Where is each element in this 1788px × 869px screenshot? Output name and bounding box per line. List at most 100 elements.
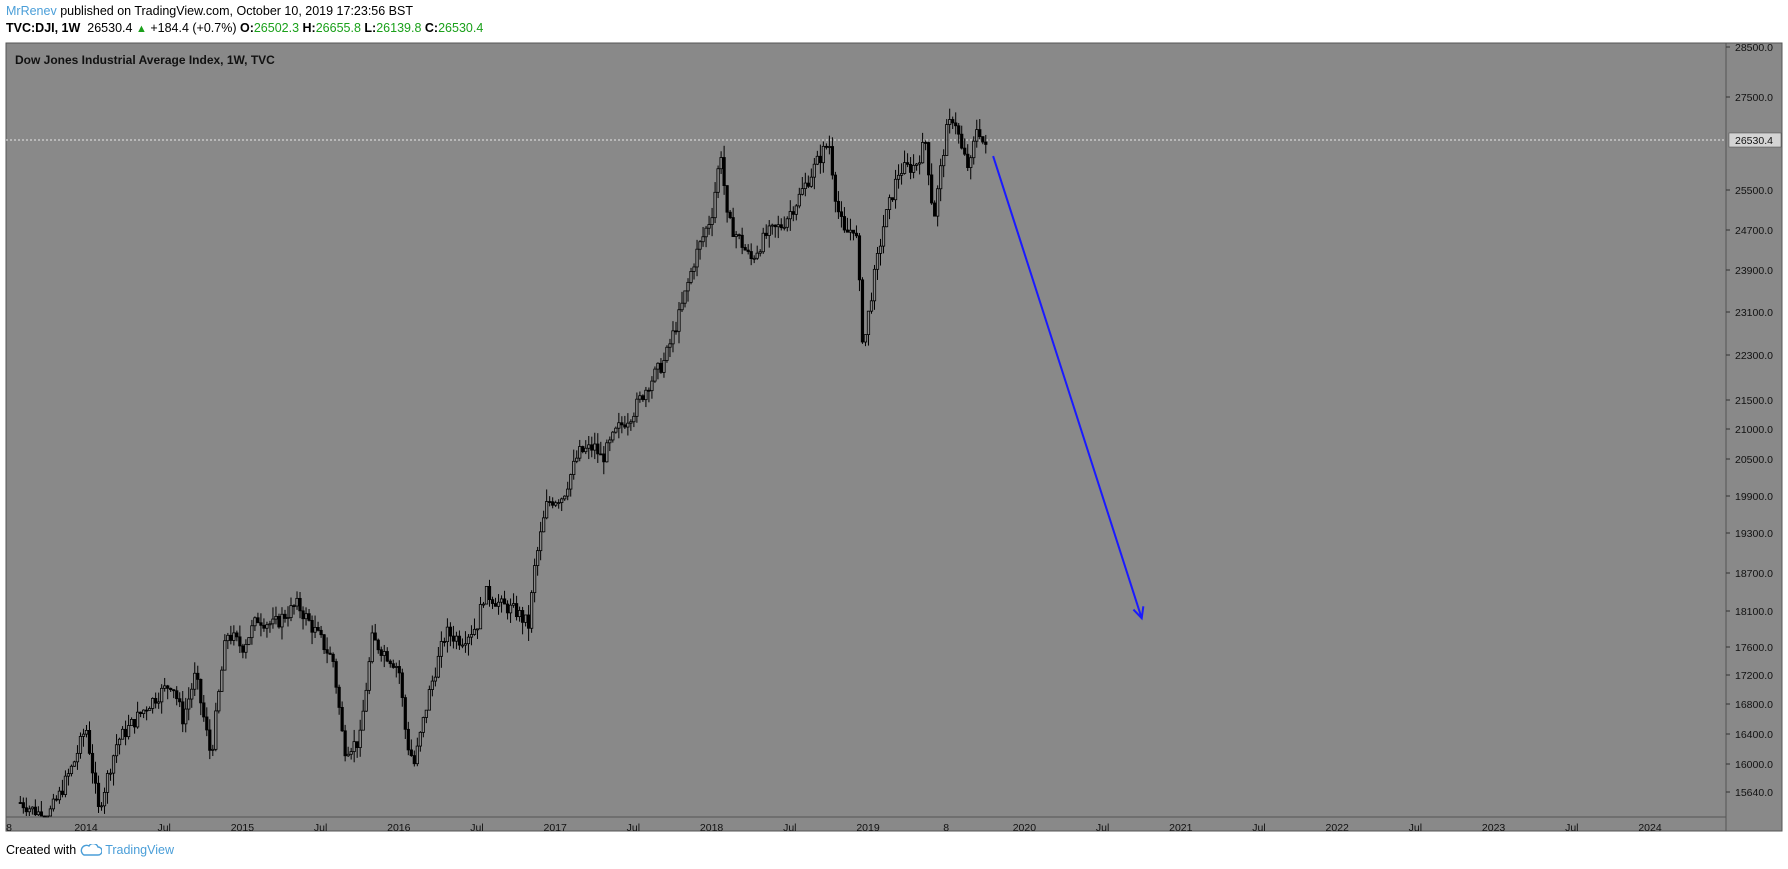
candle-body-up: [45, 815, 49, 818]
candle-body-down: [229, 634, 233, 641]
candle-body-up: [863, 334, 868, 343]
x-tick-label: 2015: [231, 822, 255, 834]
x-tick-label: 2024: [1638, 822, 1662, 834]
candle-body-up: [668, 343, 672, 348]
candle-body-up: [698, 241, 702, 250]
x-tick-label: 2019: [856, 822, 880, 834]
price-axis[interactable]: [1725, 42, 1783, 832]
y-tick-label: 17200.0: [1735, 670, 1773, 682]
candle-body-down: [139, 711, 143, 715]
candle-body-up: [460, 644, 465, 647]
y-tick-label: 19300.0: [1735, 528, 1773, 540]
candle-body-up: [286, 617, 290, 619]
candle-body-down: [340, 707, 344, 732]
candle-body-up: [617, 422, 621, 429]
x-tick-label: 8: [6, 822, 12, 834]
candle-body-down: [514, 603, 519, 618]
drawing-arrow[interactable]: [992, 155, 1145, 621]
candle-body-up: [129, 719, 134, 726]
candle-body-up: [803, 182, 807, 190]
candle-body-down: [731, 217, 735, 238]
candle-body-up: [902, 162, 907, 174]
candle-body-up: [304, 613, 308, 620]
candle-body-up: [614, 427, 618, 433]
author-link[interactable]: MrRenev: [6, 4, 57, 18]
candle-body-up: [157, 701, 161, 704]
candle-body-up: [945, 124, 949, 156]
candle-body-up: [872, 268, 877, 302]
candle-body-down: [96, 782, 101, 807]
candle-body-up: [713, 191, 717, 219]
low-label: L:: [364, 21, 377, 35]
x-tick-label: 2014: [74, 822, 98, 834]
candle-body-up: [539, 531, 543, 552]
candle-body-down: [905, 162, 910, 165]
candle-body-up: [142, 709, 146, 715]
x-tick-label: Jul: [1565, 822, 1578, 834]
y-tick-label: 15640.0: [1735, 787, 1773, 799]
candle-body-up: [36, 811, 40, 816]
last-price: 26530.4: [87, 21, 133, 35]
candle-body-down: [154, 697, 158, 704]
candle-body-down: [199, 678, 203, 704]
candle-body-down: [933, 202, 937, 217]
candle-body-up: [469, 634, 474, 638]
candle-body-up: [27, 808, 31, 813]
candle-body-up: [653, 368, 657, 382]
candle-body-down: [857, 235, 862, 281]
current-price-label: 26530.4: [1735, 135, 1773, 147]
candle-body-up: [220, 669, 224, 692]
candle-body-up: [632, 415, 636, 423]
candle-body-up: [887, 197, 892, 211]
publish-info: MrRenev published on TradingView.com, Oc…: [6, 4, 413, 18]
candle-body-down: [836, 200, 841, 213]
candle-body-up: [111, 755, 116, 774]
candle-body-down: [451, 635, 456, 642]
candle-body-down: [235, 632, 239, 638]
y-tick-label: 20500.0: [1735, 454, 1773, 466]
candle-body-up: [975, 129, 979, 142]
candle-body-down: [391, 663, 395, 668]
candle-body-down: [178, 698, 182, 703]
candle-body-down: [205, 716, 209, 731]
candle-body-up: [939, 165, 943, 190]
candle-body-down: [596, 443, 600, 455]
candle-body-up: [439, 641, 443, 657]
candle-body-down: [292, 605, 296, 608]
candle-body-up: [190, 688, 194, 700]
candle-body-up: [421, 717, 425, 733]
close-label: C:: [424, 21, 439, 35]
candle-body-down: [833, 174, 837, 202]
candle-body-up: [701, 236, 705, 243]
tradingview-logo-link[interactable]: TradingView: [80, 843, 174, 857]
candle-body-up: [969, 157, 973, 168]
arrow-head-icon: [1132, 606, 1145, 621]
candle-body-down: [842, 216, 847, 231]
candle-body-up: [575, 457, 579, 462]
candle-body-up: [223, 640, 227, 671]
candle-body-up: [948, 119, 952, 125]
candle-body-up: [689, 271, 693, 283]
candle-body-down: [172, 689, 176, 692]
candle-body-down: [818, 155, 822, 164]
candle-body-up: [921, 142, 925, 164]
candle-body-down: [397, 666, 401, 674]
plot-area[interactable]: [5, 42, 1727, 832]
candle-body-down: [208, 729, 212, 751]
candle-body-up: [524, 614, 528, 623]
candle-body-up: [569, 474, 573, 490]
candle-body-up: [250, 625, 254, 639]
candle-body-up: [271, 618, 275, 625]
candle-body-up: [827, 146, 831, 148]
x-tick-label: Jul: [1409, 822, 1422, 834]
y-tick-label: 21500.0: [1735, 395, 1773, 407]
candle-body-up: [866, 310, 871, 335]
candle-body-down: [791, 211, 795, 215]
candle-body-down: [520, 610, 525, 623]
candle-body-up: [358, 729, 362, 748]
candle-body-down: [412, 755, 416, 765]
candle-body-down: [175, 690, 179, 700]
candle-body-up: [370, 632, 374, 663]
open-value: 26502.3: [253, 21, 300, 35]
